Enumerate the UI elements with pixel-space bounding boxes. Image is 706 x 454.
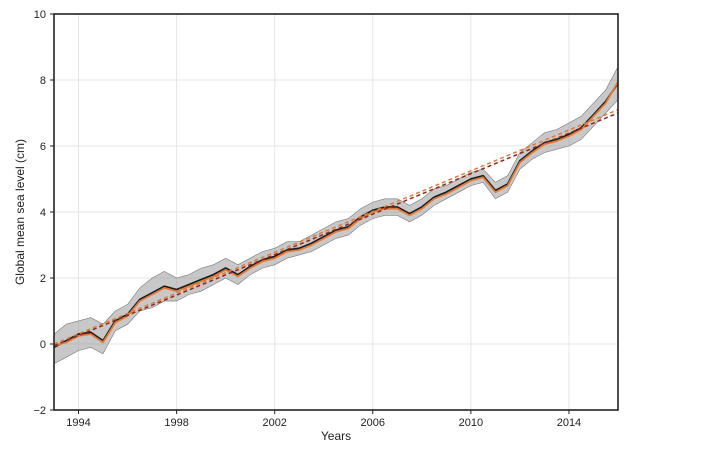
- x-tick-label: 2010: [459, 417, 483, 429]
- y-tick-label: −2: [33, 405, 46, 417]
- x-tick-label: 2014: [557, 417, 581, 429]
- x-axis-label: Years: [321, 429, 351, 443]
- y-tick-label: 0: [40, 339, 46, 351]
- trend-line-2: [53, 109, 619, 345]
- uncertainty-band-area: [53, 66, 619, 365]
- uncertainty-band: [53, 66, 619, 365]
- y-tick-label: 6: [40, 141, 46, 153]
- trend-line-1: [53, 112, 619, 347]
- series-line-1: [53, 82, 619, 349]
- trend-lines: [53, 109, 619, 347]
- y-tick-label: 8: [40, 75, 46, 87]
- y-tick-label: 2: [40, 273, 46, 285]
- x-axis-ticks: 1994 1998 2002 2006 2010 2014: [66, 410, 581, 429]
- series-group: [53, 81, 619, 349]
- x-tick-label: 1994: [66, 417, 90, 429]
- y-tick-label: 10: [34, 9, 46, 21]
- x-tick-label: 2002: [262, 417, 286, 429]
- series-line-2: [53, 81, 619, 347]
- y-tick-label: 4: [40, 207, 46, 219]
- x-tick-label: 2006: [361, 417, 385, 429]
- grid: [54, 13, 618, 411]
- x-tick-label: 1998: [164, 417, 188, 429]
- y-axis-label: Global mean sea level (cm): [13, 139, 27, 285]
- y-axis-ticks: −2 0 2 4 6 8 10: [33, 9, 54, 417]
